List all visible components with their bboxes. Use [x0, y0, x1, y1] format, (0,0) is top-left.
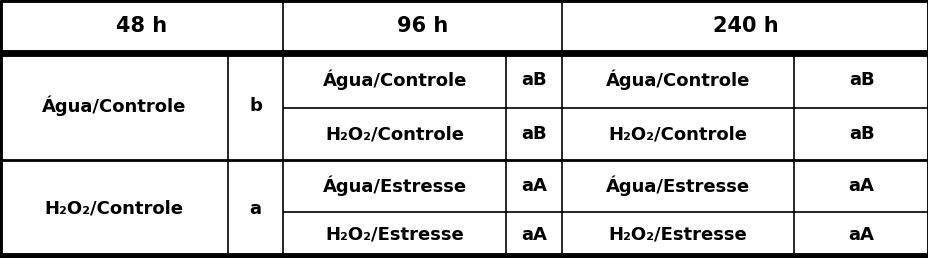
Text: H₂O₂/Estresse: H₂O₂/Estresse	[325, 226, 464, 244]
Text: b: b	[249, 97, 262, 115]
Text: a: a	[250, 200, 261, 218]
Text: H₂O₂/Controle: H₂O₂/Controle	[608, 125, 747, 143]
Text: aA: aA	[848, 226, 873, 244]
Text: aB: aB	[848, 71, 873, 89]
Text: 240 h: 240 h	[712, 16, 778, 36]
Text: Água/Controle: Água/Controle	[605, 70, 750, 90]
Text: 48 h: 48 h	[116, 16, 167, 36]
Text: H₂O₂/Estresse: H₂O₂/Estresse	[608, 226, 747, 244]
Text: aA: aA	[848, 177, 873, 195]
Text: Água/Estresse: Água/Estresse	[605, 175, 750, 196]
Text: Água/Controle: Água/Controle	[322, 70, 467, 90]
Text: Água/Controle: Água/Controle	[42, 95, 186, 116]
Text: aB: aB	[848, 125, 873, 143]
Text: H₂O₂/Controle: H₂O₂/Controle	[45, 200, 183, 218]
Text: aA: aA	[521, 226, 547, 244]
Text: aB: aB	[521, 71, 547, 89]
Text: Água/Estresse: Água/Estresse	[322, 175, 467, 196]
Text: H₂O₂/Controle: H₂O₂/Controle	[325, 125, 464, 143]
Text: aB: aB	[521, 125, 547, 143]
Text: 96 h: 96 h	[396, 16, 448, 36]
Text: aA: aA	[521, 177, 547, 195]
